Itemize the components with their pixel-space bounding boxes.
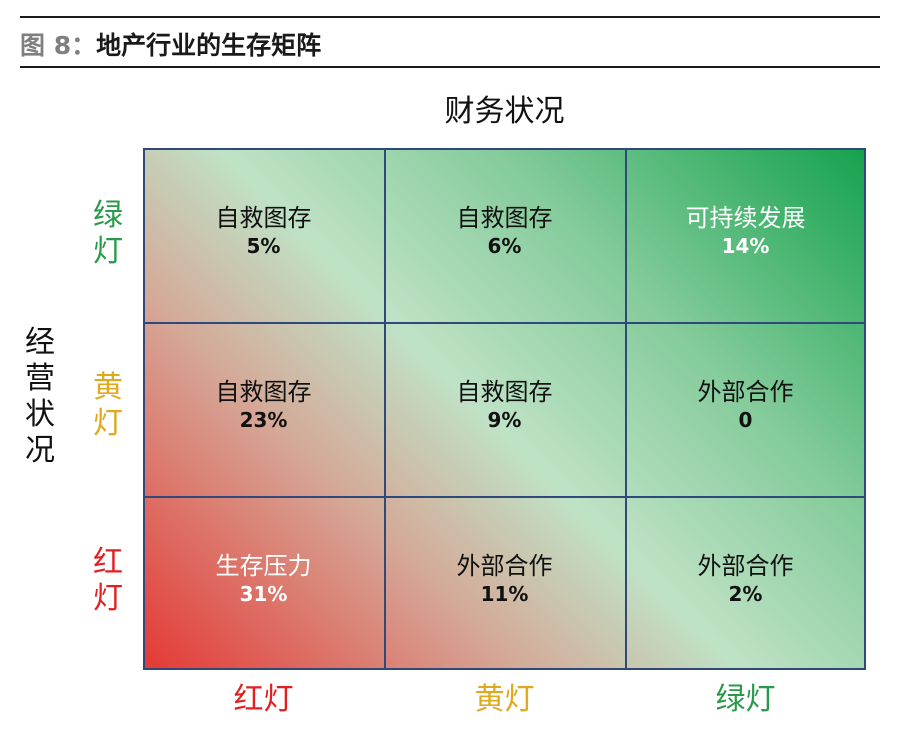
- column-label: 红灯: [233, 682, 294, 717]
- left-axis-char: 营: [25, 361, 55, 396]
- matrix-cell: 外部合作 11%: [384, 496, 625, 670]
- row-label: 红灯: [88, 545, 128, 617]
- column-label: 黄灯: [474, 682, 535, 717]
- matrix-cell: 自救图存 6%: [384, 148, 625, 322]
- matrix-cell: 外部合作 2%: [625, 496, 866, 670]
- row-label-char: 红: [93, 545, 123, 580]
- cell-value: 6%: [487, 234, 522, 258]
- row-label-char: 灯: [93, 406, 123, 441]
- left-axis-char: 经: [25, 325, 55, 360]
- cell-category: 外部合作: [456, 552, 553, 580]
- cell-value: 0: [738, 408, 753, 432]
- column-label: 绿灯: [715, 682, 776, 717]
- cell-category: 自救图存: [456, 204, 553, 232]
- matrix-cell: 生存压力 31%: [143, 496, 384, 670]
- row-label: 黄灯: [88, 370, 128, 442]
- cell-value: 5%: [246, 234, 281, 258]
- cell-value: 23%: [239, 408, 288, 432]
- row-label-char: 灯: [93, 234, 123, 269]
- survival-matrix: 自救图存 5% 自救图存 6% 可持续发展 14% 自救图存 23% 自救图存 9% 外部合作 0 生存…: [143, 148, 866, 670]
- figure-label: 图 8：: [20, 31, 97, 60]
- matrix-cell: 自救图存 5%: [143, 148, 384, 322]
- cell-category: 外部合作: [697, 378, 794, 406]
- grid-vertical-line: [625, 150, 627, 668]
- row-label: 绿灯: [88, 198, 128, 270]
- cell-value: 9%: [487, 408, 522, 432]
- cell-category: 自救图存: [215, 378, 312, 406]
- top-axis-title: 财务状况: [444, 94, 565, 129]
- cell-value: 14%: [721, 234, 770, 258]
- row-label-char: 黄: [93, 370, 123, 405]
- cell-category: 生存压力: [215, 552, 312, 580]
- cell-category: 外部合作: [697, 552, 794, 580]
- matrix-cell: 自救图存 9%: [384, 322, 625, 496]
- cell-category: 自救图存: [456, 378, 553, 406]
- cell-category: 自救图存: [215, 204, 312, 232]
- row-label-char: 绿: [93, 198, 123, 233]
- cell-value: 11%: [480, 582, 529, 606]
- matrix-cell: 可持续发展 14%: [625, 148, 866, 322]
- title-underline: [20, 66, 880, 68]
- figure-title: 地产行业的生存矩阵: [96, 31, 322, 60]
- grid-vertical-line: [384, 150, 386, 668]
- grid-horizontal-line: [145, 322, 864, 324]
- left-axis-title: 经营状况: [22, 325, 58, 469]
- top-rule: [20, 16, 880, 18]
- left-axis-char: 况: [25, 433, 55, 468]
- matrix-cell: 自救图存 23%: [143, 322, 384, 496]
- grid-horizontal-line: [145, 496, 864, 498]
- matrix-cell: 外部合作 0: [625, 322, 866, 496]
- left-axis-char: 状: [25, 397, 55, 432]
- cell-category: 可持续发展: [685, 204, 806, 232]
- cell-value: 31%: [239, 582, 288, 606]
- cell-value: 2%: [728, 582, 763, 606]
- row-label-char: 灯: [93, 581, 123, 616]
- figure-title-row: 图 8： 地产行业的生存矩阵: [20, 26, 321, 62]
